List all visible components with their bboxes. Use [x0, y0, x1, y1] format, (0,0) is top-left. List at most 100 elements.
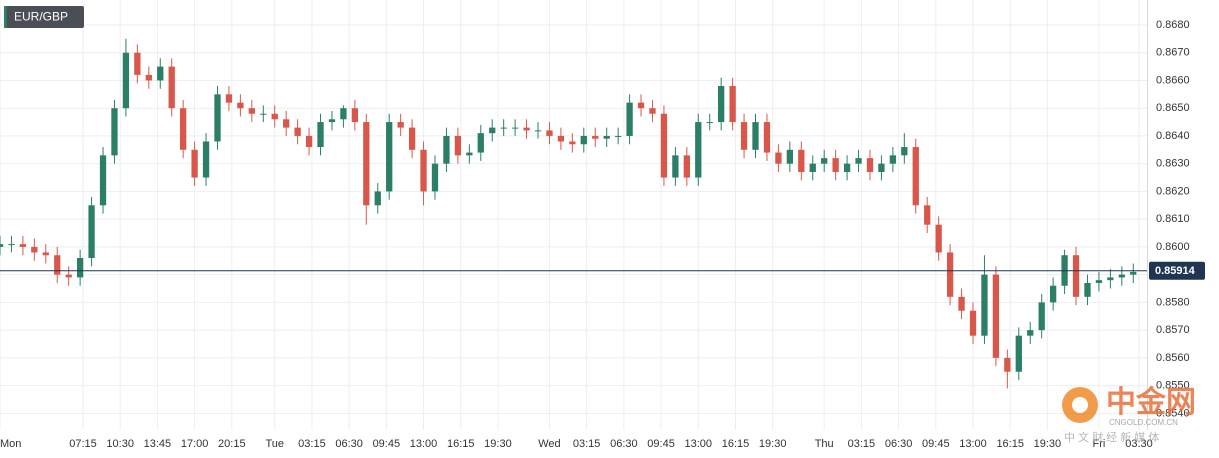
candle-body — [351, 108, 359, 123]
grid — [0, 0, 1147, 430]
candle-body — [397, 122, 404, 128]
title-accent — [4, 6, 7, 28]
candle-body — [386, 122, 393, 192]
candle-body — [695, 122, 702, 178]
candle-body — [500, 127, 507, 129]
candle-body — [946, 252, 954, 297]
candle-body — [1130, 271, 1137, 275]
candle-body — [718, 86, 725, 123]
candle-body — [1118, 274, 1125, 278]
candle-body — [489, 127, 496, 134]
y-tick-label: 0.8600 — [1156, 241, 1190, 253]
watermark: 中金网 CNGOLD.COM.CN 中 文 财 经 新 媒 体 — [1062, 385, 1196, 444]
y-tick-label: 0.8680 — [1156, 19, 1190, 31]
x-tick-label: 09:45 — [922, 438, 950, 450]
watermark-logo-inner — [1072, 397, 1088, 413]
candle-body — [99, 155, 107, 206]
y-tick-label: 0.8560 — [1156, 352, 1190, 364]
y-tick-label: 0.8670 — [1156, 47, 1190, 59]
y-tick-label: 0.8550 — [1156, 380, 1190, 392]
x-tick-label: 13:00 — [685, 438, 713, 450]
candle-body — [786, 149, 793, 164]
candle-body — [843, 163, 851, 172]
candle-body — [168, 66, 175, 109]
candle-body — [1084, 282, 1091, 297]
candle-body — [202, 141, 210, 178]
candle-body — [88, 205, 95, 258]
y-tick-label: 0.8660 — [1156, 74, 1190, 86]
candle-body — [408, 127, 416, 150]
candle-body — [191, 149, 198, 178]
x-tick-label: Thu — [815, 438, 834, 450]
candle-body — [283, 119, 290, 128]
candle-body — [1015, 335, 1022, 372]
y-tick-label: 0.8650 — [1156, 102, 1190, 114]
candle-body — [31, 246, 38, 253]
candle-body — [180, 108, 187, 150]
candle-body — [42, 252, 49, 256]
candle-body — [420, 149, 427, 192]
candle-body — [65, 274, 72, 278]
candle-body — [866, 158, 874, 172]
candle-body — [763, 122, 771, 153]
title-box — [4, 6, 84, 28]
candle-body — [752, 122, 759, 150]
x-tick-label: 13:45 — [144, 438, 172, 450]
candle-body — [775, 152, 782, 164]
candle-body — [878, 163, 885, 172]
candle-body — [511, 127, 519, 129]
candle-body — [363, 122, 370, 206]
y-tick-label: 0.8630 — [1156, 158, 1190, 170]
candle-body — [912, 147, 919, 206]
x-tick-label: 09:45 — [373, 438, 401, 450]
x-tick-label: 19:30 — [1034, 438, 1062, 450]
x-tick-label: 16:15 — [996, 438, 1024, 450]
chart-title: EUR/GBP — [14, 10, 68, 24]
x-tick-label: 19:30 — [759, 438, 787, 450]
candle-body — [111, 108, 118, 156]
x-tick-label: 07:15 — [69, 438, 97, 450]
y-tick-label: 0.8540 — [1156, 407, 1190, 419]
last-price-label: 0.85914 — [1155, 265, 1196, 277]
y-tick-label: 0.8640 — [1156, 130, 1190, 142]
watermark-name: 中金网 — [1106, 385, 1196, 419]
candle-body — [660, 113, 668, 178]
candle-body — [271, 113, 278, 120]
candle-body — [237, 102, 244, 109]
candle-body — [431, 163, 439, 192]
candles — [0, 38, 1137, 389]
candle-body — [54, 255, 61, 275]
candle-body — [340, 108, 347, 120]
y-tick-label: 0.8580 — [1156, 296, 1190, 308]
candle-body — [672, 155, 679, 178]
y-tick-label: 0.8570 — [1156, 324, 1190, 336]
candle-body — [580, 135, 587, 145]
watermark-slogan: 中 文 财 经 新 媒 体 — [1064, 430, 1159, 444]
y-tick-label: 0.8620 — [1156, 185, 1190, 197]
x-tick-label: 16:15 — [722, 438, 750, 450]
x-tick-label: Mon — [0, 438, 21, 450]
candle-body — [523, 127, 530, 131]
candle-body — [1095, 280, 1103, 283]
candle-body — [626, 102, 633, 136]
candle-body — [557, 135, 565, 142]
candle-body — [145, 74, 152, 81]
candle-body — [935, 224, 942, 253]
x-tick-label: 03:15 — [298, 438, 326, 450]
candle-body — [683, 155, 690, 178]
candle-body — [466, 152, 473, 156]
candle-body — [958, 296, 965, 311]
candle-body — [649, 108, 656, 114]
x-tick-label: 03:15 — [848, 438, 876, 450]
candle-body — [1004, 357, 1011, 372]
candle-body — [443, 135, 450, 164]
candle-body — [546, 130, 553, 136]
candle-body — [0, 244, 4, 247]
x-tick-label: 03:30 — [1125, 438, 1153, 450]
y-tick-label: 0.8610 — [1156, 213, 1190, 225]
candle-body — [122, 52, 130, 109]
x-tick-label: 13:00 — [959, 438, 987, 450]
x-tick-label: 06:30 — [335, 438, 363, 450]
x-tick-label: Tue — [265, 438, 284, 450]
